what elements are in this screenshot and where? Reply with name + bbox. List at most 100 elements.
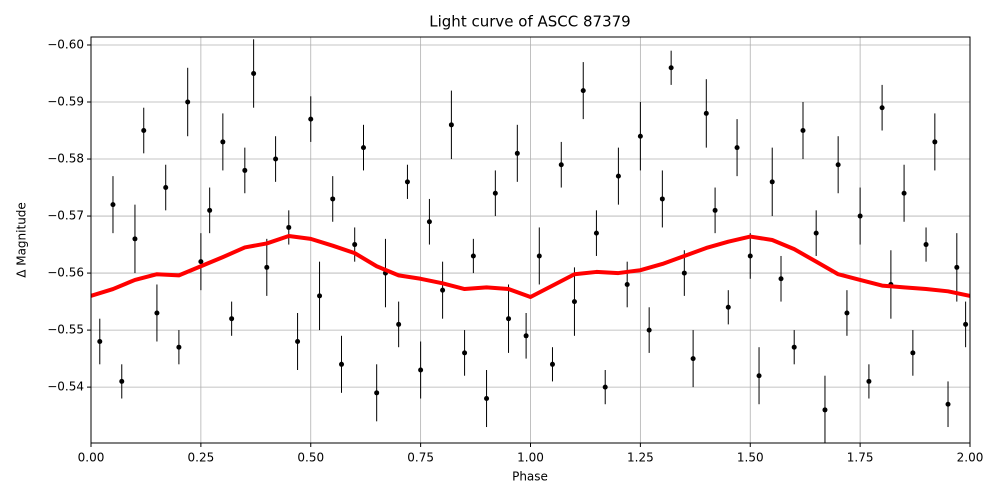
data-point: [242, 167, 248, 173]
y-tick-label: −0.58: [47, 152, 84, 166]
data-point: [769, 179, 775, 185]
data-point: [668, 65, 674, 71]
data-point: [593, 230, 599, 236]
data-point: [536, 253, 542, 259]
data-point: [514, 150, 520, 156]
data-point: [251, 70, 257, 76]
data-point: [470, 253, 476, 259]
x-tick-label: 1.25: [627, 451, 654, 465]
data-point: [844, 310, 850, 316]
chart-title: Light curve of ASCC 87379: [429, 13, 630, 31]
data-point: [484, 396, 490, 402]
data-point: [185, 99, 191, 105]
data-point: [198, 259, 204, 265]
data-point: [396, 321, 402, 327]
data-point: [637, 133, 643, 139]
x-axis-label: Phase: [512, 470, 548, 484]
data-point: [615, 173, 621, 179]
y-tick-label: −0.60: [47, 37, 84, 51]
data-point: [506, 316, 512, 322]
data-point: [558, 162, 564, 168]
data-point: [923, 242, 929, 248]
y-tick-label: −0.56: [47, 266, 84, 280]
data-point: [317, 293, 323, 299]
data-point: [97, 339, 103, 344]
data-point: [295, 339, 301, 344]
y-tick-label: −0.55: [47, 323, 84, 337]
data-point: [492, 190, 498, 196]
x-tick-label: 0.75: [407, 451, 434, 465]
data-point: [264, 264, 270, 270]
data-point: [954, 264, 960, 270]
x-tick-label: 1.75: [847, 451, 874, 465]
data-point: [963, 321, 969, 327]
data-point: [440, 287, 446, 293]
data-point: [747, 253, 753, 259]
data-point: [132, 236, 138, 242]
x-tick-label: 1.50: [737, 451, 764, 465]
y-axis-label: Δ Magnitude: [15, 202, 29, 278]
data-point: [778, 276, 784, 282]
data-point: [119, 378, 125, 384]
data-point: [360, 145, 366, 151]
data-point: [571, 299, 577, 305]
data-point: [352, 242, 358, 248]
x-tick-label: 2.00: [957, 451, 984, 465]
data-point: [910, 350, 916, 356]
data-point: [659, 196, 665, 202]
x-tick-label: 0.50: [297, 451, 324, 465]
data-point: [523, 333, 529, 339]
mean-curve: [91, 234, 970, 300]
data-point: [712, 207, 718, 213]
data-point: [154, 310, 160, 316]
data-point: [945, 401, 951, 407]
data-point: [813, 230, 819, 236]
data-point: [308, 116, 314, 122]
data-point: [681, 270, 687, 276]
data-point: [207, 207, 213, 213]
data-point: [220, 139, 226, 145]
data-point: [602, 384, 608, 390]
data-point: [800, 128, 806, 134]
data-point: [462, 350, 468, 356]
y-tick-label: −0.54: [47, 380, 84, 394]
data-point: [374, 390, 380, 396]
data-point: [879, 105, 885, 111]
data-point: [110, 202, 116, 208]
data-point: [932, 139, 938, 145]
data-point: [448, 122, 454, 128]
data-point: [866, 378, 872, 384]
data-point: [624, 281, 630, 287]
data-point: [646, 327, 652, 333]
data-point: [404, 179, 410, 185]
data-point: [901, 190, 907, 196]
data-point: [835, 162, 841, 168]
data-point: [163, 185, 169, 191]
data-point: [690, 356, 696, 362]
data-point: [549, 361, 555, 367]
data-point: [725, 304, 731, 310]
data-point: [418, 367, 424, 373]
plot-frame: [90, 36, 971, 444]
data-point: [703, 110, 709, 116]
y-tick-label: −0.59: [47, 95, 84, 109]
data-point: [273, 156, 279, 162]
x-tick-label: 1.00: [517, 451, 544, 465]
data-point: [580, 88, 586, 94]
x-tick-label: 0.00: [78, 451, 105, 465]
data-point: [791, 344, 797, 350]
data-point: [330, 196, 336, 202]
x-tick-label: 0.25: [188, 451, 215, 465]
data-point: [229, 316, 235, 322]
data-point: [426, 219, 432, 225]
data-point: [756, 373, 762, 379]
data-point: [141, 128, 147, 134]
data-point: [734, 145, 740, 151]
data-point: [176, 344, 182, 350]
data-point: [286, 224, 292, 230]
data-point: [857, 213, 863, 219]
y-tick-label: −0.57: [47, 209, 84, 223]
data-point: [822, 407, 828, 413]
